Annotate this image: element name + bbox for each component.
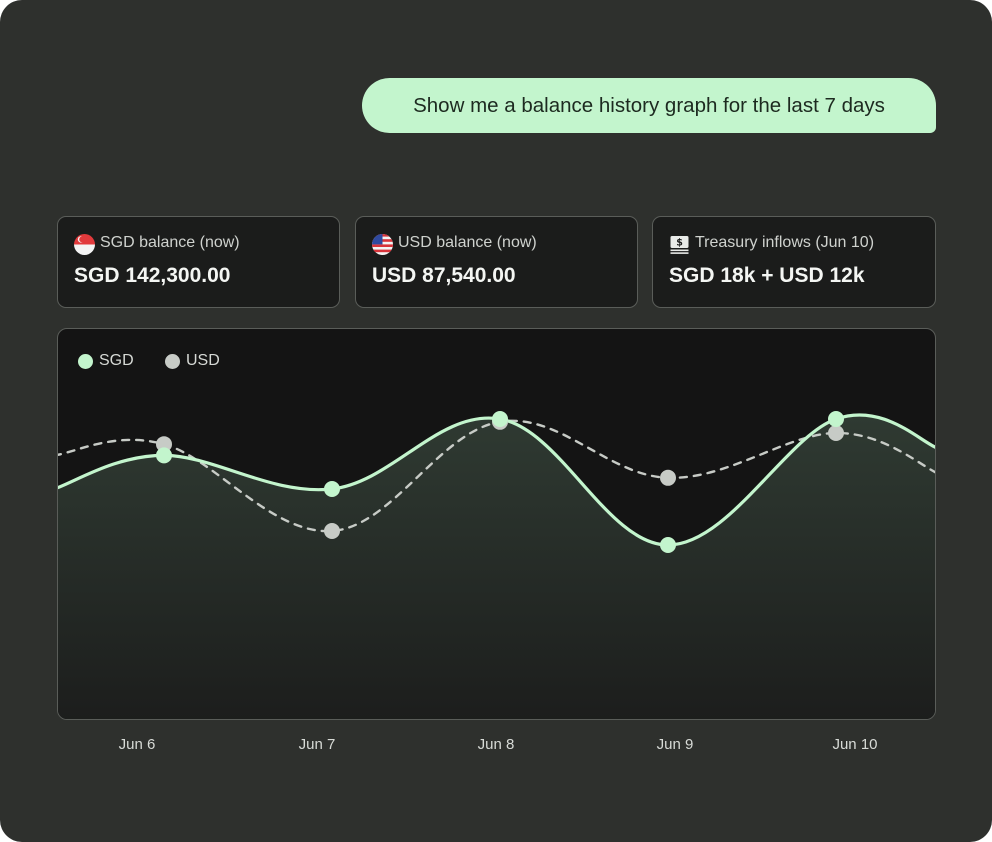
- sgd-area: [58, 414, 935, 719]
- x-tick-label: Jun 8: [477, 736, 515, 753]
- data-point-sgd-4[interactable]: [660, 537, 676, 553]
- x-tick-label: Jun 7: [298, 736, 336, 753]
- card-label: Treasury inflows (Jun 10): [695, 234, 875, 251]
- x-tick-label: Jun 10: [832, 736, 878, 753]
- banknote-icon: $: [670, 236, 689, 254]
- balance-history-chart: SGD USD: [57, 328, 936, 720]
- data-point-usd-1[interactable]: [156, 436, 172, 453]
- card-label: SGD balance (now): [100, 234, 240, 251]
- legend-swatch-usd: [165, 353, 180, 369]
- legend-swatch-sgd: [78, 353, 93, 369]
- chart-plot: [58, 411, 935, 719]
- data-point-usd-4[interactable]: [660, 469, 676, 486]
- legend-item-usd: USD: [165, 351, 220, 371]
- data-point-sgd-1[interactable]: [156, 447, 172, 464]
- card-value: SGD 142,300.00: [74, 264, 231, 287]
- data-point-sgd-5[interactable]: [828, 411, 844, 427]
- legend-item-sgd: SGD: [78, 351, 134, 371]
- series-line-sgd: [58, 413, 935, 547]
- x-axis: Jun 6 Jun 7 Jun 8 Jun 9 Jun 10: [0, 736, 992, 756]
- treasury-inflows-card: $ Treasury inflows (Jun 10) SGD 18k + US…: [652, 216, 936, 308]
- data-point-usd-5[interactable]: [828, 425, 844, 441]
- svg-text:$: $: [676, 238, 683, 249]
- card-label: USD balance (now): [398, 234, 537, 251]
- singapore-flag-icon: [74, 234, 95, 255]
- card-value: USD 87,540.00: [372, 264, 516, 287]
- us-flag-icon: [372, 234, 393, 255]
- usd-balance-card: USD balance (now) USD 87,540.00: [355, 216, 638, 308]
- data-point-sgd-2[interactable]: [324, 481, 340, 497]
- card-value: SGD 18k + USD 12k: [669, 264, 865, 287]
- data-point-sgd-3[interactable]: [492, 411, 508, 427]
- x-tick-label: Jun 9: [656, 736, 694, 753]
- data-point-usd-2[interactable]: [324, 523, 340, 539]
- x-tick-label: Jun 6: [118, 736, 156, 753]
- legend-label-usd: USD: [186, 352, 220, 369]
- legend-label-sgd: SGD: [99, 352, 134, 369]
- sgd-balance-card: SGD balance (now) SGD 142,300.00: [57, 216, 340, 308]
- user-message-bubble: Show me a balance history graph for the …: [362, 78, 936, 133]
